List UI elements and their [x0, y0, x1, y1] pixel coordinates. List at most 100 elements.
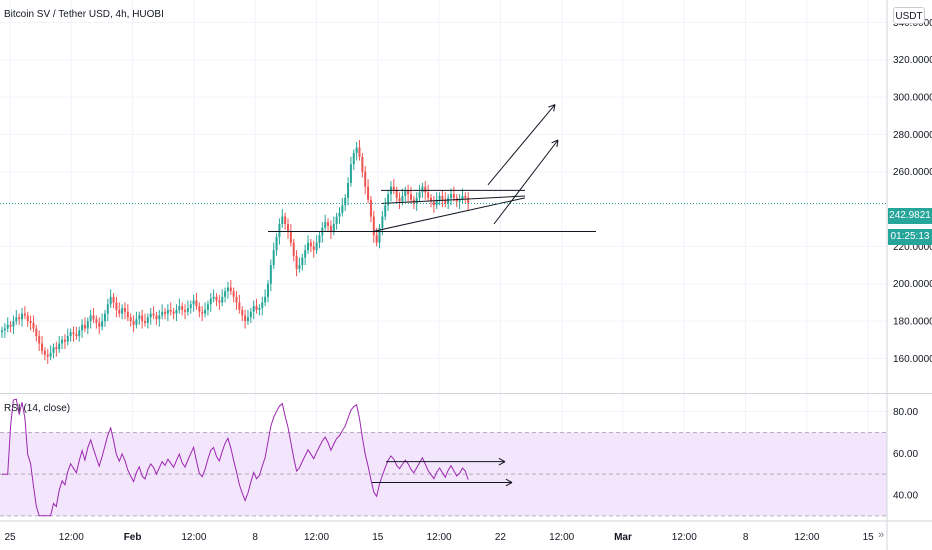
- candle-body: [458, 199, 461, 202]
- candle-body: [112, 296, 115, 303]
- candle-body: [355, 147, 358, 154]
- rsi-title: RSI (14, close): [4, 403, 71, 414]
- y-tick-label: 180.0000: [893, 317, 932, 328]
- candle-body: [301, 257, 304, 266]
- candle-body: [58, 343, 61, 350]
- candle-body: [161, 311, 164, 316]
- candle-body: [81, 324, 84, 331]
- candle-body: [335, 216, 338, 224]
- candle-body: [129, 317, 132, 322]
- candle-body: [369, 199, 372, 217]
- y-tick-label: 260.0000: [893, 167, 932, 178]
- candle-body: [215, 296, 218, 301]
- candle-body: [21, 313, 24, 320]
- x-tick-label: Feb: [124, 532, 142, 543]
- candle-body: [72, 332, 75, 335]
- candle-body: [409, 194, 412, 200]
- candle-body: [404, 190, 407, 196]
- candle-body: [309, 242, 312, 247]
- candle-body: [258, 308, 261, 310]
- projection-arrow-head: [548, 104, 556, 108]
- candle-body: [35, 328, 38, 336]
- candle-body: [209, 298, 212, 305]
- candle-body: [66, 336, 69, 342]
- x-tick-label: 22: [495, 532, 507, 543]
- candle-body: [424, 186, 427, 193]
- x-tick-label: 25: [4, 532, 16, 543]
- go-to-realtime-icon[interactable]: »: [877, 529, 885, 541]
- candle-body: [269, 265, 272, 284]
- candlestick-series: [1, 140, 470, 364]
- rsi-arrow-head: [505, 482, 513, 487]
- candle-body: [464, 196, 467, 198]
- candle-body: [392, 186, 395, 191]
- y-axis-labels: 160.0000 180.0000 200.0000 220.0000 260.0000…: [893, 18, 932, 502]
- candle-body: [352, 153, 355, 165]
- candle-body: [307, 242, 310, 251]
- candle-body: [138, 315, 141, 320]
- candle-body: [467, 197, 470, 204]
- candle-body: [387, 194, 390, 206]
- candle-body: [418, 192, 421, 198]
- candle-body: [126, 311, 129, 318]
- candle-body: [206, 304, 209, 310]
- candle-body: [381, 216, 384, 228]
- projection-arrow-head: [553, 104, 556, 112]
- candle-body: [155, 315, 158, 320]
- candle-body: [235, 296, 238, 303]
- candle-body: [275, 237, 278, 251]
- candle-body: [264, 296, 267, 303]
- candle-body: [61, 339, 64, 344]
- trend-drawings[interactable]: [268, 104, 596, 487]
- candle-body: [135, 319, 138, 325]
- candle-body: [144, 321, 146, 323]
- candle-body: [149, 313, 152, 318]
- candle-body: [75, 334, 78, 336]
- candle-body: [378, 227, 381, 243]
- x-tick-label: 12:00: [181, 532, 206, 543]
- candle-body: [232, 291, 235, 297]
- rsi-line: [2, 398, 469, 517]
- candle-body: [181, 306, 184, 310]
- candle-body: [18, 317, 21, 320]
- candle-body: [244, 315, 247, 322]
- candle-body: [103, 313, 106, 322]
- candle-body: [284, 216, 287, 224]
- candle-body: [92, 315, 95, 320]
- projection-arrow: [493, 139, 559, 225]
- candle-body: [289, 231, 292, 243]
- candle-body: [312, 246, 315, 251]
- candle-body: [86, 321, 89, 329]
- candle-body: [281, 216, 284, 224]
- projection-arrow-head: [556, 139, 559, 147]
- candle-body: [358, 147, 361, 157]
- candle-body: [444, 199, 447, 204]
- candle-body: [295, 255, 298, 269]
- candle-body: [364, 171, 367, 187]
- candle-body: [109, 296, 112, 305]
- candle-body: [152, 313, 155, 316]
- x-tick-label: 12:00: [304, 532, 329, 543]
- candle-body: [166, 309, 169, 314]
- candle-body: [452, 194, 455, 198]
- x-tick-label: 15: [372, 532, 384, 543]
- candle-body: [395, 190, 398, 198]
- candle-body: [6, 324, 9, 329]
- candle-body: [189, 304, 192, 308]
- candle-body: [23, 313, 26, 316]
- candle-body: [450, 194, 453, 198]
- currency-button[interactable]: USDT: [893, 7, 925, 24]
- candle-body: [398, 197, 401, 202]
- candle-body: [441, 196, 444, 200]
- candle-body: [201, 311, 204, 314]
- candle-body: [318, 235, 321, 243]
- candle-body: [229, 287, 232, 292]
- candle-body: [324, 222, 327, 228]
- candle-body: [106, 304, 109, 314]
- candle-body: [347, 182, 350, 198]
- candle-body: [384, 205, 387, 217]
- candle-body: [375, 235, 378, 243]
- candle-body: [52, 347, 55, 353]
- last-price-tag: 242.9821: [888, 208, 932, 224]
